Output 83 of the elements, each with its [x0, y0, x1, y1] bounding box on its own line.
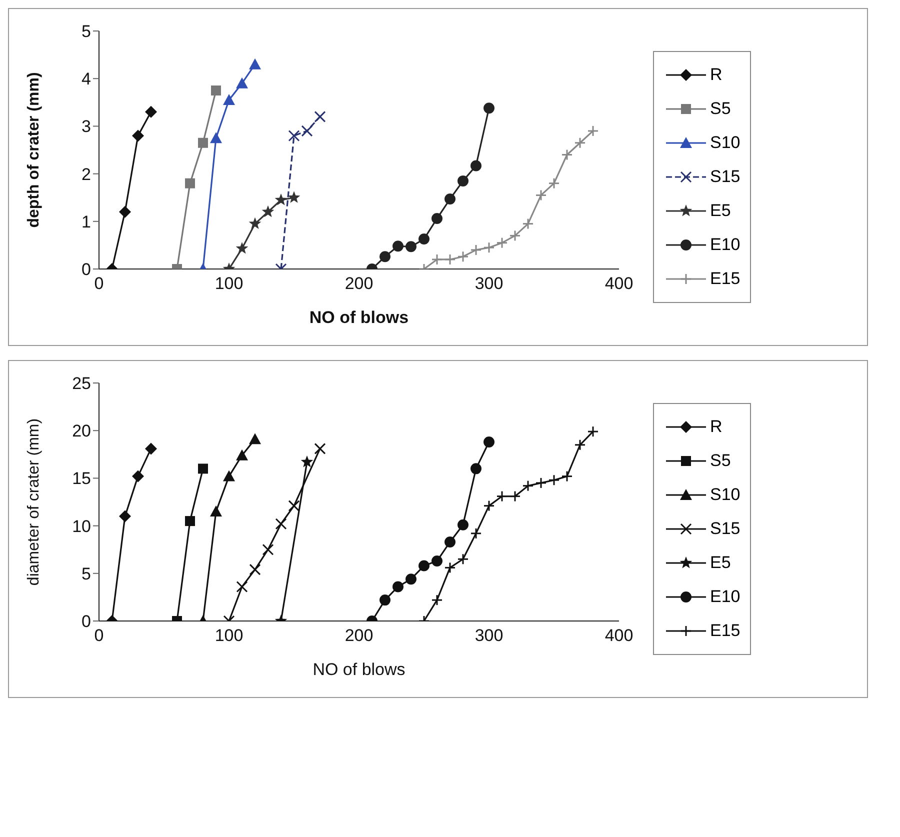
point	[300, 456, 314, 468]
legend-label: S5	[710, 451, 731, 471]
point	[432, 213, 442, 224]
x-tick-label: 200	[344, 626, 374, 646]
point	[249, 433, 261, 444]
point	[418, 234, 430, 245]
y-tick-label: 5	[82, 564, 91, 584]
point	[223, 470, 235, 482]
point	[119, 206, 131, 218]
y-tick-label: 15	[72, 469, 91, 488]
y-tick-label: 3	[82, 117, 91, 136]
point	[262, 205, 274, 218]
point	[418, 560, 430, 572]
legend-label: S15	[710, 519, 740, 539]
point	[223, 94, 235, 106]
point	[274, 193, 288, 206]
point	[458, 519, 468, 530]
y-tick-label: 2	[82, 164, 91, 184]
legend-label: R	[710, 417, 722, 437]
x-tick-label: 300	[474, 626, 504, 646]
y-tick-label: 25	[72, 374, 91, 394]
point	[248, 217, 262, 230]
x-tick-label: 100	[214, 274, 244, 294]
point	[484, 436, 494, 448]
point	[392, 240, 404, 252]
legend-label: E5	[710, 201, 731, 221]
y-tick-label: 1	[82, 212, 91, 232]
point	[236, 242, 248, 254]
point	[210, 132, 222, 144]
legend-label: E5	[710, 553, 731, 573]
point	[236, 77, 248, 88]
x-tick-label: 0	[94, 626, 104, 646]
y-tick-label: 0	[82, 612, 91, 632]
point	[185, 178, 195, 188]
point	[392, 581, 404, 592]
point	[211, 86, 221, 96]
point	[288, 191, 300, 203]
point	[406, 241, 416, 252]
point	[380, 594, 390, 606]
x-tick-label: 400	[604, 626, 634, 646]
legend-label: S10	[710, 485, 740, 505]
point	[380, 251, 390, 262]
y-tick-label: 4	[82, 70, 91, 89]
point	[432, 556, 442, 567]
legend-label: E10	[710, 235, 740, 255]
point	[470, 463, 482, 474]
y-axis-title: depth of crater (mm)	[26, 72, 43, 228]
x-tick-label: 200	[344, 274, 374, 294]
x-tick-label: 0	[94, 274, 104, 294]
point	[444, 536, 456, 548]
legend-label: R	[710, 65, 722, 85]
point	[145, 106, 157, 118]
point	[185, 516, 195, 526]
x-tick-label: 300	[474, 274, 504, 294]
point	[470, 160, 482, 172]
legend-label: E15	[710, 621, 740, 641]
y-tick-label: 5	[82, 22, 91, 42]
point	[132, 130, 144, 142]
point	[198, 464, 208, 474]
y-tick-label: 10	[72, 516, 91, 536]
y-tick-label: 20	[72, 422, 91, 441]
point	[132, 470, 144, 482]
x-axis-title: NO of blows	[312, 660, 406, 679]
x-tick-label: 400	[604, 274, 634, 294]
y-tick-label: 0	[82, 260, 91, 280]
point	[484, 102, 494, 114]
legend-label: S10	[710, 133, 740, 153]
point	[406, 574, 416, 585]
legend-label: E15	[710, 269, 740, 289]
y-axis-title: diameter of crater (mm)	[26, 418, 43, 586]
point	[119, 510, 131, 522]
legend-label: E10	[710, 587, 740, 607]
point	[249, 58, 261, 70]
point	[210, 506, 222, 517]
x-axis-title: NO of blows	[309, 308, 409, 327]
point	[198, 138, 208, 148]
legend-label: S15	[710, 167, 740, 187]
point	[444, 194, 456, 205]
x-tick-label: 100	[214, 626, 244, 646]
point	[458, 175, 468, 186]
point	[236, 449, 248, 460]
point	[145, 442, 157, 455]
legend-label: S5	[710, 99, 731, 119]
